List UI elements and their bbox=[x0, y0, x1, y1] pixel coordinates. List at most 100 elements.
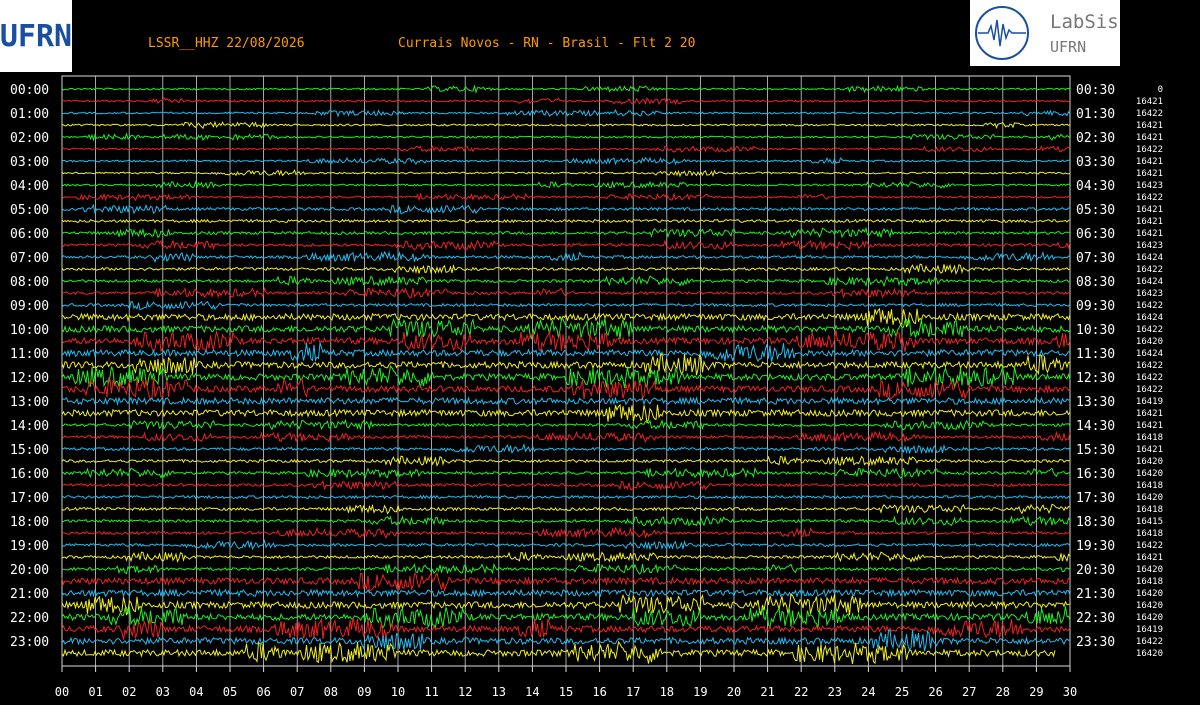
left-time-label: 17:00 bbox=[10, 491, 49, 506]
count-label: 16422 bbox=[1136, 361, 1163, 371]
count-label: 0 bbox=[1158, 85, 1163, 95]
x-tick-label: 03 bbox=[156, 685, 170, 699]
count-label: 16422 bbox=[1136, 265, 1163, 275]
count-label: 16418 bbox=[1136, 577, 1163, 587]
count-label: 16422 bbox=[1136, 301, 1163, 311]
trace bbox=[61, 442, 1071, 455]
right-time-label: 08:30 bbox=[1076, 275, 1115, 290]
right-time-label: 12:30 bbox=[1076, 371, 1115, 386]
count-label: 16415 bbox=[1136, 517, 1163, 527]
left-time-label: 09:00 bbox=[10, 299, 49, 314]
right-time-label: 00:30 bbox=[1076, 83, 1115, 98]
left-time-label: 08:00 bbox=[10, 275, 49, 290]
trace bbox=[61, 84, 1071, 94]
trace bbox=[61, 430, 1071, 444]
count-label: 16420 bbox=[1136, 613, 1163, 623]
right-time-label: 04:30 bbox=[1076, 179, 1115, 194]
right-time-label: 05:30 bbox=[1076, 203, 1115, 218]
x-tick-label: 05 bbox=[223, 685, 237, 699]
trace bbox=[61, 418, 1071, 431]
x-tick-label: 29 bbox=[1029, 685, 1043, 699]
x-tick-label: 24 bbox=[861, 685, 875, 699]
trace bbox=[61, 587, 1071, 598]
count-label: 16421 bbox=[1136, 421, 1163, 431]
right-time-label: 22:30 bbox=[1076, 611, 1115, 626]
trace bbox=[61, 156, 1071, 166]
x-tick-label: 22 bbox=[794, 685, 808, 699]
logo-left: UFRN bbox=[0, 19, 72, 54]
x-tick-label: 20 bbox=[727, 685, 741, 699]
right-time-label: 10:30 bbox=[1076, 323, 1115, 338]
trace bbox=[61, 108, 1071, 118]
count-label: 16421 bbox=[1136, 133, 1163, 143]
logo-left-box bbox=[0, 0, 72, 72]
right-time-label: 06:30 bbox=[1076, 227, 1115, 242]
count-label: 16422 bbox=[1136, 109, 1163, 119]
count-label: 16422 bbox=[1136, 541, 1163, 551]
right-time-label: 01:30 bbox=[1076, 107, 1115, 122]
left-time-label: 04:00 bbox=[10, 179, 49, 194]
right-time-label: 19:30 bbox=[1076, 539, 1115, 554]
x-tick-label: 06 bbox=[256, 685, 270, 699]
logo-right-emblem bbox=[975, 6, 1029, 60]
count-label: 16422 bbox=[1136, 193, 1163, 203]
trace bbox=[61, 342, 1071, 363]
x-tick-label: 07 bbox=[290, 685, 304, 699]
trace bbox=[61, 466, 1071, 480]
left-time-label: 21:00 bbox=[10, 587, 49, 602]
count-label: 16422 bbox=[1136, 145, 1163, 155]
right-time-label: 13:30 bbox=[1076, 395, 1115, 410]
x-tick-label: 23 bbox=[828, 685, 842, 699]
left-time-label: 14:00 bbox=[10, 419, 49, 434]
x-tick-label: 12 bbox=[458, 685, 472, 699]
trace bbox=[61, 353, 1071, 376]
right-time-label: 23:30 bbox=[1076, 635, 1115, 650]
count-label: 16421 bbox=[1136, 121, 1163, 131]
trace bbox=[61, 169, 1071, 178]
count-label: 16420 bbox=[1136, 493, 1163, 503]
location-title: Currais Novos - RN - Brasil - Flt 2 20 bbox=[398, 36, 695, 51]
x-tick-label: 09 bbox=[357, 685, 371, 699]
count-label: 16420 bbox=[1136, 589, 1163, 599]
count-label: 16424 bbox=[1136, 277, 1163, 287]
count-label: 16418 bbox=[1136, 481, 1163, 491]
trace bbox=[61, 403, 1071, 424]
count-label: 16419 bbox=[1136, 625, 1163, 635]
x-tick-label: 30 bbox=[1063, 685, 1077, 699]
x-tick-label: 14 bbox=[525, 685, 539, 699]
trace bbox=[61, 455, 1071, 467]
trace bbox=[61, 494, 1071, 500]
trace bbox=[61, 538, 1071, 551]
trace bbox=[61, 377, 1071, 402]
count-label: 16420 bbox=[1136, 601, 1163, 611]
left-time-label: 16:00 bbox=[10, 467, 49, 482]
count-label: 16424 bbox=[1136, 313, 1163, 323]
left-time-label: 05:00 bbox=[10, 203, 49, 218]
station-title: LSSR__HHZ 22/08/2026 bbox=[148, 36, 305, 51]
trace bbox=[61, 300, 1071, 311]
left-time-label: 23:00 bbox=[10, 635, 49, 650]
trace bbox=[61, 317, 1071, 340]
trace bbox=[61, 286, 1071, 299]
count-label: 16424 bbox=[1136, 349, 1163, 359]
left-time-label: 03:00 bbox=[10, 155, 49, 170]
left-time-label: 11:00 bbox=[10, 347, 49, 362]
count-label: 16423 bbox=[1136, 289, 1163, 299]
trace bbox=[61, 606, 1071, 629]
left-time-label: 02:00 bbox=[10, 131, 49, 146]
trace bbox=[61, 203, 1070, 215]
x-tick-label: 21 bbox=[760, 685, 774, 699]
trace bbox=[61, 617, 1071, 640]
x-tick-label: 04 bbox=[189, 685, 203, 699]
count-label: 16421 bbox=[1136, 409, 1163, 419]
trace bbox=[61, 275, 1071, 288]
trace bbox=[62, 96, 1071, 106]
trace bbox=[61, 526, 1071, 540]
x-tick-label: 16 bbox=[592, 685, 606, 699]
count-label: 16423 bbox=[1136, 181, 1163, 191]
trace bbox=[61, 239, 1071, 251]
right-time-label: 21:30 bbox=[1076, 587, 1115, 602]
x-tick-label: 19 bbox=[693, 685, 707, 699]
trace bbox=[61, 120, 1071, 130]
